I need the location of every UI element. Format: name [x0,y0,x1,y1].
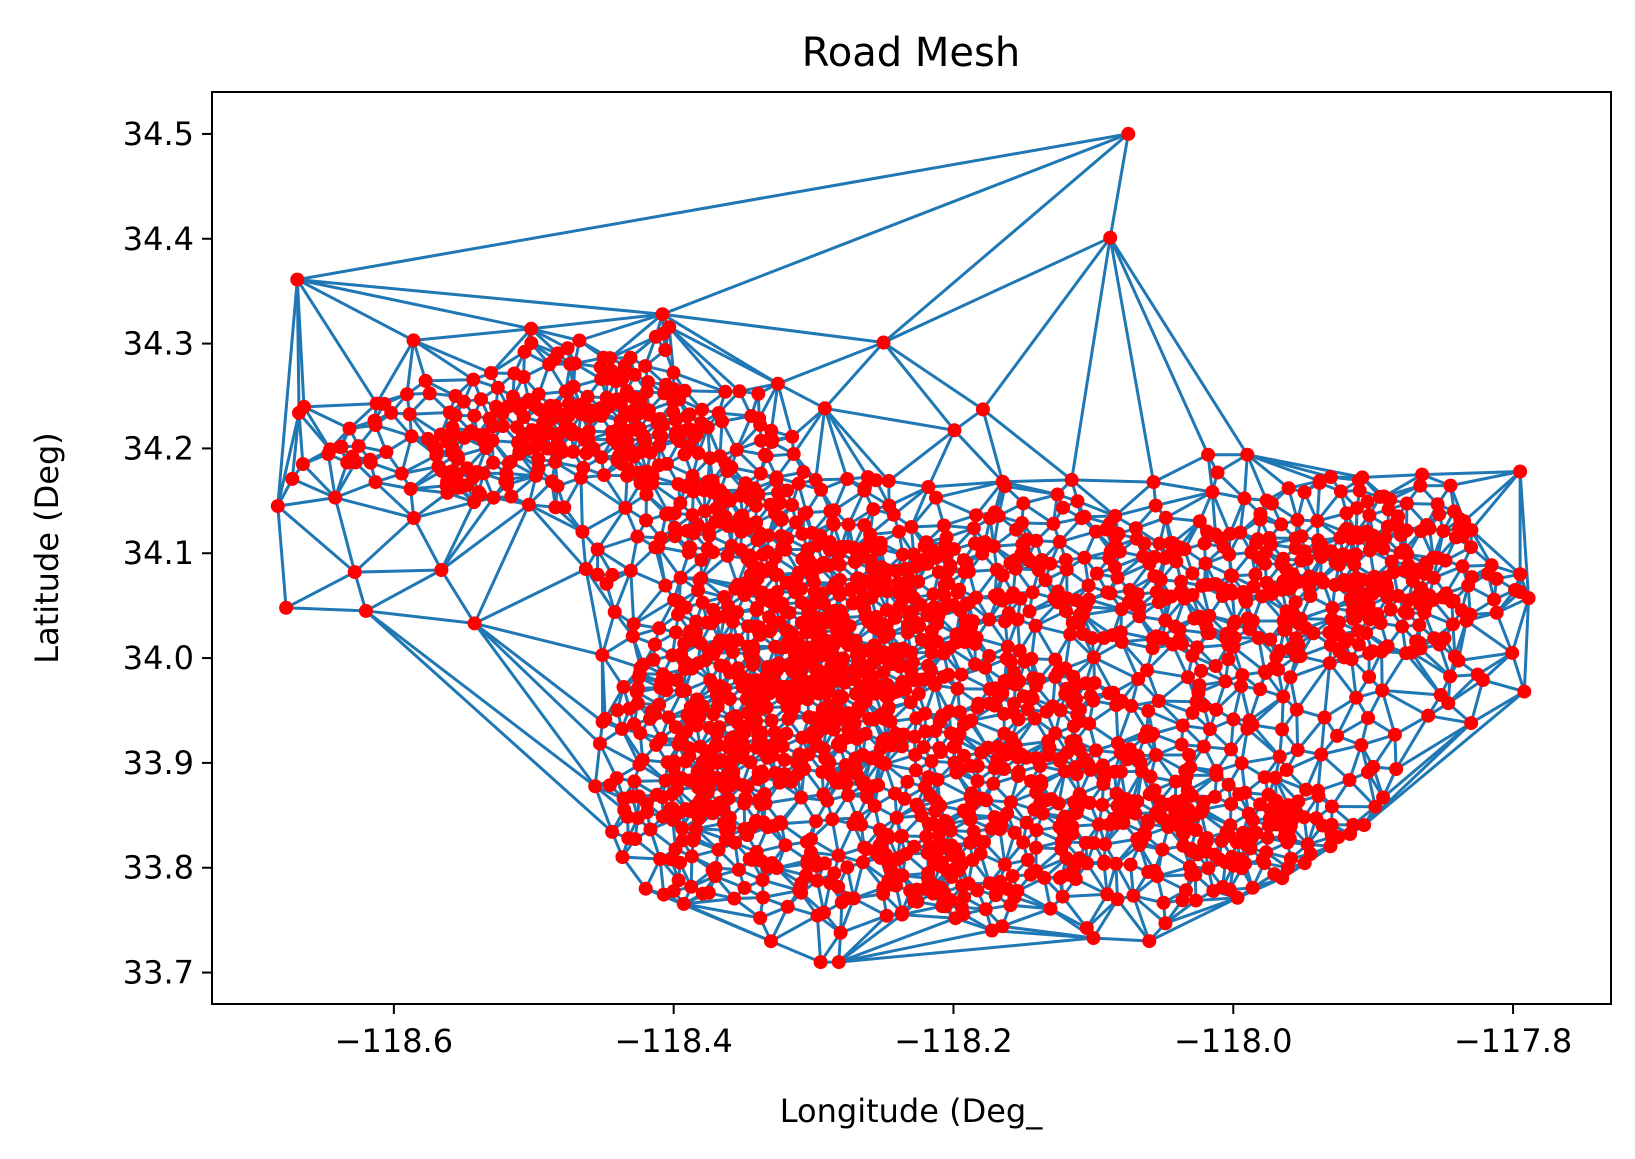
mesh-edge [355,570,442,572]
mesh-edge [426,380,474,381]
mesh-edge [297,280,299,413]
chart-title: Road Mesh [802,30,1020,76]
